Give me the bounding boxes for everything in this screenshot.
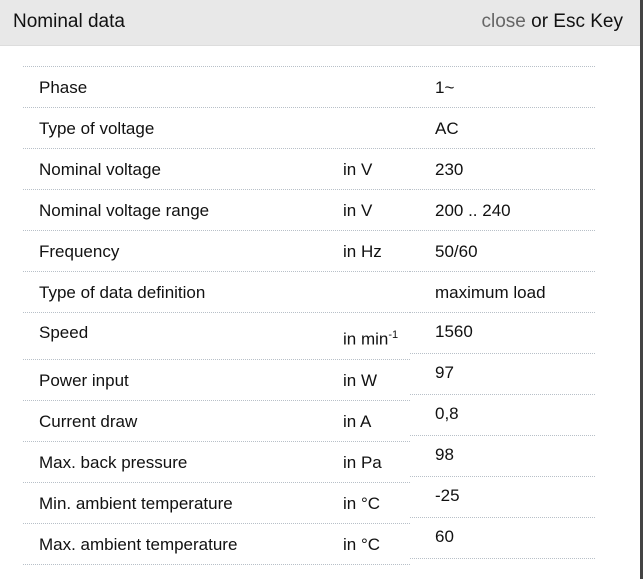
value-cell: AC	[410, 108, 595, 149]
row-value: 50/60	[435, 242, 478, 261]
row-value: maximum load	[435, 283, 546, 302]
row-value: 230	[435, 160, 464, 179]
row-label: Type of voltage	[39, 119, 155, 138]
table-row: Min. ambient temperature in °C	[23, 483, 410, 524]
row-label: Current draw	[39, 412, 138, 431]
row-label: Max. ambient temperature	[39, 535, 238, 554]
value-cell: 0,8	[410, 395, 595, 436]
value-cell: maximum load	[410, 272, 595, 313]
row-label: Frequency	[39, 242, 120, 261]
table-row: Frequency in Hz	[23, 231, 410, 272]
table-row: Max. back pressure in Pa	[23, 442, 410, 483]
table-row: Max. ambient temperature in °C	[23, 524, 410, 565]
value-cell: 50/60	[410, 231, 595, 272]
table-row: Type of voltage	[23, 108, 410, 149]
row-unit: in °C	[343, 535, 381, 554]
table-row: Nominal voltage range in V	[23, 190, 410, 231]
table-row: Current draw in A	[23, 401, 410, 442]
value-cell: 200 .. 240	[410, 190, 595, 231]
row-label: Min. ambient temperature	[39, 494, 233, 513]
row-label: Nominal voltage	[39, 160, 161, 179]
row-label: Nominal voltage range	[39, 201, 210, 220]
row-label: Power input	[39, 371, 129, 390]
row-unit: in °C	[343, 494, 381, 513]
table-row: Type of data definition	[23, 272, 410, 313]
table-row: Phase	[23, 67, 410, 108]
row-value: 97	[435, 363, 454, 382]
row-value: -25	[435, 486, 460, 505]
row-value: 98	[435, 445, 454, 464]
table-row: Power input in W	[23, 360, 410, 401]
row-unit: in A	[343, 412, 372, 431]
value-cell: 98	[410, 436, 595, 477]
value-cell: 60	[410, 518, 595, 559]
row-value: 0,8	[435, 404, 459, 423]
row-value: 1560	[435, 322, 473, 341]
close-button[interactable]: close	[481, 11, 526, 32]
row-unit: in W	[343, 371, 377, 390]
table-row: Speed in min-1	[23, 313, 410, 360]
value-cell: 1~	[410, 67, 595, 108]
row-label: Type of data definition	[39, 283, 206, 302]
dialog-title: Nominal data	[13, 11, 125, 32]
row-label: Phase	[39, 78, 88, 97]
row-unit: in Pa	[343, 453, 382, 472]
scrollbar[interactable]	[640, 0, 643, 579]
row-unit: in V	[343, 201, 373, 220]
row-value: AC	[435, 119, 459, 138]
close-suffix: or Esc Key	[525, 11, 623, 32]
row-value: 60	[435, 527, 454, 546]
table-row: Nominal voltage in V	[23, 149, 410, 190]
row-unit: in V	[343, 160, 373, 179]
row-unit: in min-1	[343, 329, 399, 349]
row-label: Max. back pressure	[39, 453, 188, 472]
row-value: 1~	[435, 78, 455, 97]
value-cell: 230	[410, 149, 595, 190]
close-hint: close or Esc Key	[481, 11, 623, 33]
value-cell: 97	[410, 354, 595, 395]
values-column: 1~ AC 230 200 .. 240 50/60 maximum load 1560 97…	[410, 66, 595, 559]
row-label: Speed	[39, 323, 89, 342]
value-cell: 1560	[410, 313, 595, 354]
dialog-header: Nominal data close or Esc Key	[0, 0, 643, 46]
row-unit: in Hz	[343, 242, 382, 261]
row-value: 200 .. 240	[435, 201, 511, 220]
value-cell: -25	[410, 477, 595, 518]
